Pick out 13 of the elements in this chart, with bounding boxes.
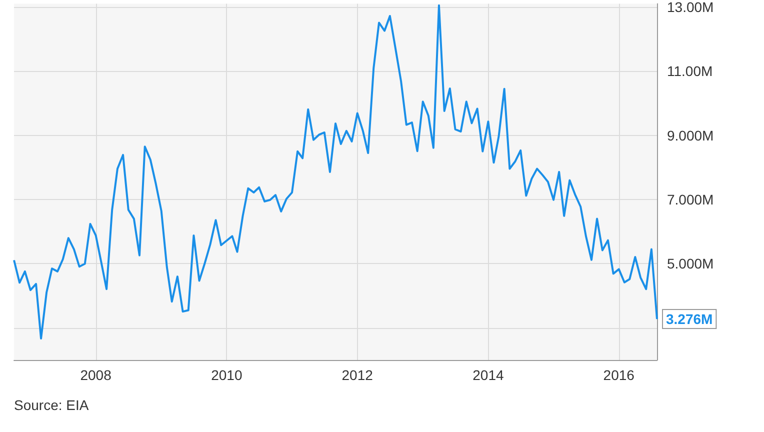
y-tick-label: 7.000M — [667, 192, 714, 208]
x-tick-label: 2010 — [211, 367, 242, 383]
source-note: Source: EIA — [14, 397, 90, 413]
y-tick-label: 11.00M — [667, 63, 713, 80]
y-tick-label: 9.000M — [667, 127, 714, 144]
data-label: 3.276M — [666, 311, 713, 328]
line-series — [13, 4, 658, 340]
x-tick-label: 2012 — [342, 367, 374, 383]
x-tick-label: 2014 — [472, 367, 504, 383]
x-tick-label: 2016 — [603, 367, 635, 383]
y-tick-label: 5.000M — [667, 256, 714, 272]
y-tick-label: 13.00M — [667, 0, 714, 15]
x-tick-label: 2008 — [80, 367, 112, 383]
